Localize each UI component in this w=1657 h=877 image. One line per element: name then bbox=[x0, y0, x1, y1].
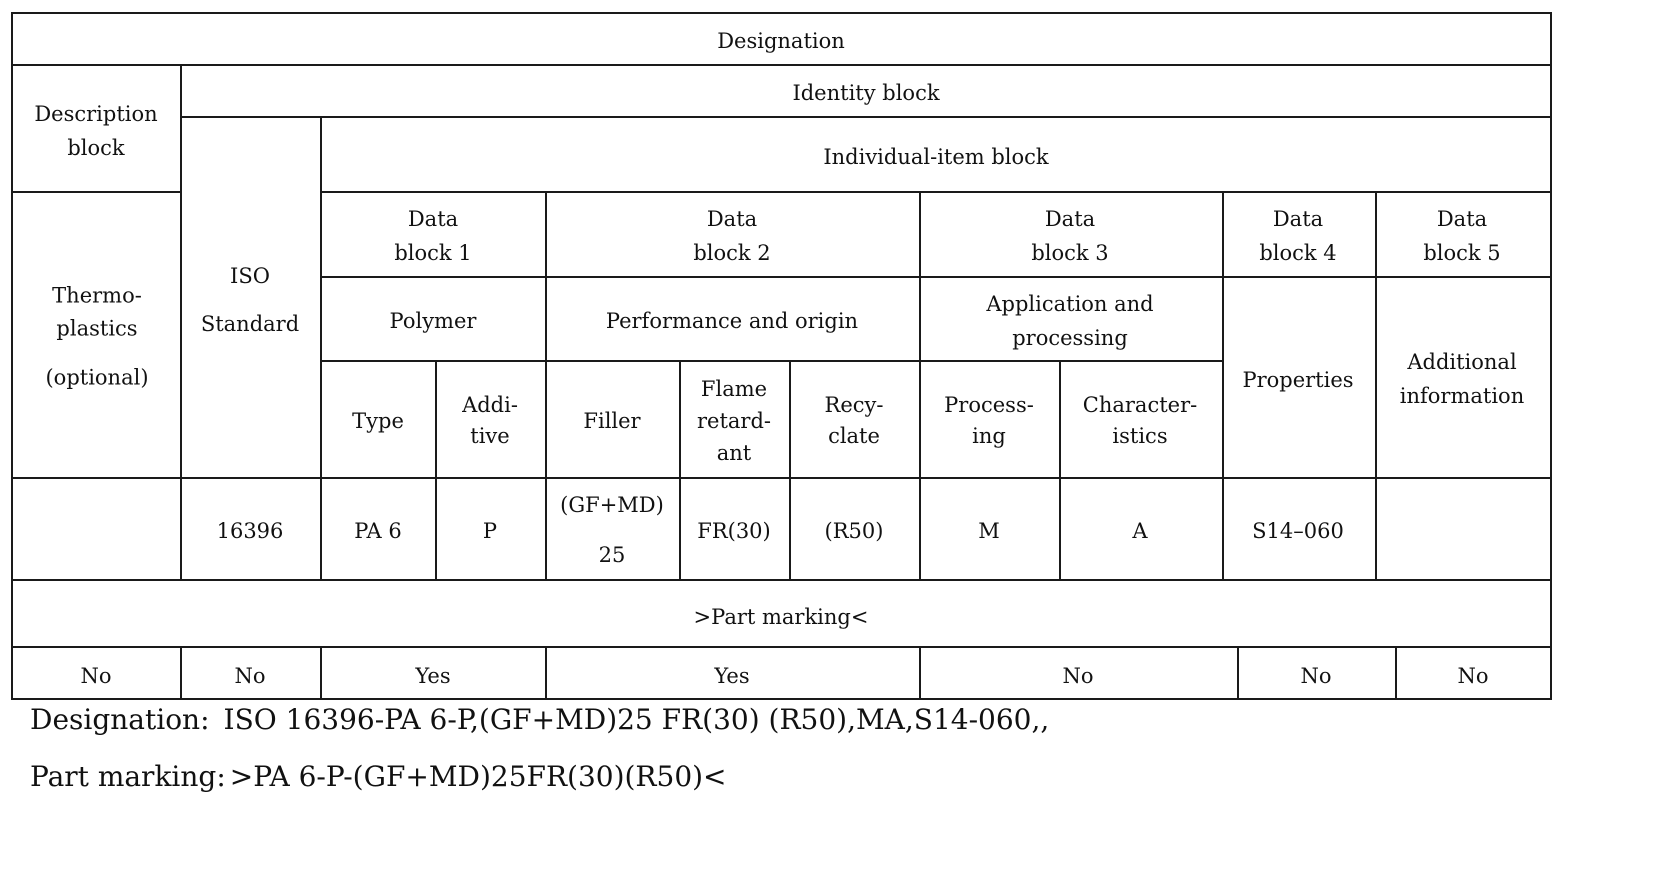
part-marking-line: Part marking: >PA 6-P-(GF+MD)25FR(30)(R50… bbox=[30, 760, 727, 793]
data-block-3-header: Data block 3 bbox=[1031, 207, 1109, 265]
properties-value: S14–060 bbox=[1252, 519, 1344, 543]
description-block-header: Description block bbox=[34, 102, 158, 160]
rule bbox=[11, 698, 1551, 700]
data-block-4-header: Data block 4 bbox=[1259, 207, 1337, 265]
rule bbox=[1395, 646, 1397, 700]
polymer-label: Polymer bbox=[389, 309, 477, 333]
recyclate-label: Recy-clate bbox=[824, 393, 884, 448]
designation-label: Designation: bbox=[30, 703, 210, 736]
rule bbox=[11, 12, 1551, 14]
part-marking-data-block-5: No bbox=[1457, 664, 1489, 688]
rule bbox=[180, 116, 1551, 118]
characteristics-label: Character-istics bbox=[1082, 393, 1198, 448]
rule bbox=[1222, 191, 1224, 580]
rule bbox=[320, 276, 1551, 278]
characteristics-value: A bbox=[1132, 519, 1148, 543]
rule bbox=[320, 116, 322, 580]
part-marking-value: >PA 6-P-(GF+MD)25FR(30)(R50)< bbox=[229, 760, 727, 793]
properties-label: Properties bbox=[1242, 368, 1354, 392]
rule bbox=[11, 191, 180, 193]
rule bbox=[789, 360, 791, 580]
additional-information-label: Additional information bbox=[1399, 350, 1525, 408]
processing-value: M bbox=[978, 519, 1000, 543]
data-block-2-header: Data block 2 bbox=[693, 207, 771, 265]
iso-number-value: 16396 bbox=[216, 519, 284, 543]
iso-standard-label: ISO Standard bbox=[200, 264, 300, 336]
rule bbox=[320, 646, 322, 700]
rule bbox=[320, 191, 1551, 193]
rule bbox=[919, 191, 921, 580]
filler-value: (GF+MD) 25 bbox=[560, 493, 664, 567]
rule bbox=[11, 12, 13, 700]
rule bbox=[320, 360, 1222, 362]
rule bbox=[11, 64, 1551, 66]
rule bbox=[435, 360, 437, 580]
thermoplastics-label: Thermo- plastics (optional) bbox=[45, 283, 149, 390]
rule bbox=[11, 477, 1551, 479]
designation-line: Designation: ISO 16396-PA 6-P,(GF+MD)25 F… bbox=[30, 703, 1049, 736]
rule bbox=[545, 191, 547, 580]
filler-label: Filler bbox=[583, 409, 641, 433]
rule bbox=[1550, 12, 1552, 700]
data-block-5-header: Data block 5 bbox=[1423, 207, 1501, 265]
rule bbox=[11, 579, 1551, 581]
rule bbox=[679, 360, 681, 580]
part-marking-data-block-2: Yes bbox=[714, 664, 750, 688]
application-processing-label: Application and processing bbox=[986, 292, 1154, 350]
type-value: PA 6 bbox=[354, 519, 402, 543]
data-block-1-header: Data block 1 bbox=[394, 207, 472, 265]
rule bbox=[1375, 191, 1377, 580]
part-marking-description: No bbox=[80, 664, 112, 688]
processing-label: Process-ing bbox=[944, 393, 1034, 448]
rule bbox=[1237, 646, 1239, 700]
designation-header: Designation bbox=[717, 29, 845, 53]
rule bbox=[1059, 360, 1061, 580]
performance-origin-label: Performance and origin bbox=[605, 309, 859, 333]
part-marking-header: >Part marking< bbox=[693, 605, 869, 629]
identity-block-header: Identity block bbox=[792, 81, 940, 105]
rule bbox=[545, 646, 547, 700]
recyclate-value: (R50) bbox=[824, 519, 884, 543]
rule bbox=[180, 64, 182, 580]
rule bbox=[919, 646, 921, 700]
part-marking-data-block-1: Yes bbox=[415, 664, 451, 688]
flame-retardant-label: Flame retard-ant bbox=[696, 377, 772, 465]
designation-value: ISO 16396-PA 6-P,(GF+MD)25 FR(30) (R50),… bbox=[223, 703, 1050, 736]
rule bbox=[11, 646, 1551, 648]
flame-retardant-value: FR(30) bbox=[697, 519, 771, 543]
part-marking-iso: No bbox=[234, 664, 266, 688]
individual-item-block-header: Individual-item block bbox=[823, 145, 1049, 169]
rule bbox=[180, 646, 182, 700]
additive-value: P bbox=[482, 519, 498, 543]
type-label: Type bbox=[352, 409, 404, 433]
part-marking-data-block-4: No bbox=[1300, 664, 1332, 688]
part-marking-label: Part marking: bbox=[30, 760, 226, 793]
additive-label: Addi-tive bbox=[462, 393, 518, 448]
part-marking-data-block-3: No bbox=[1062, 664, 1094, 688]
